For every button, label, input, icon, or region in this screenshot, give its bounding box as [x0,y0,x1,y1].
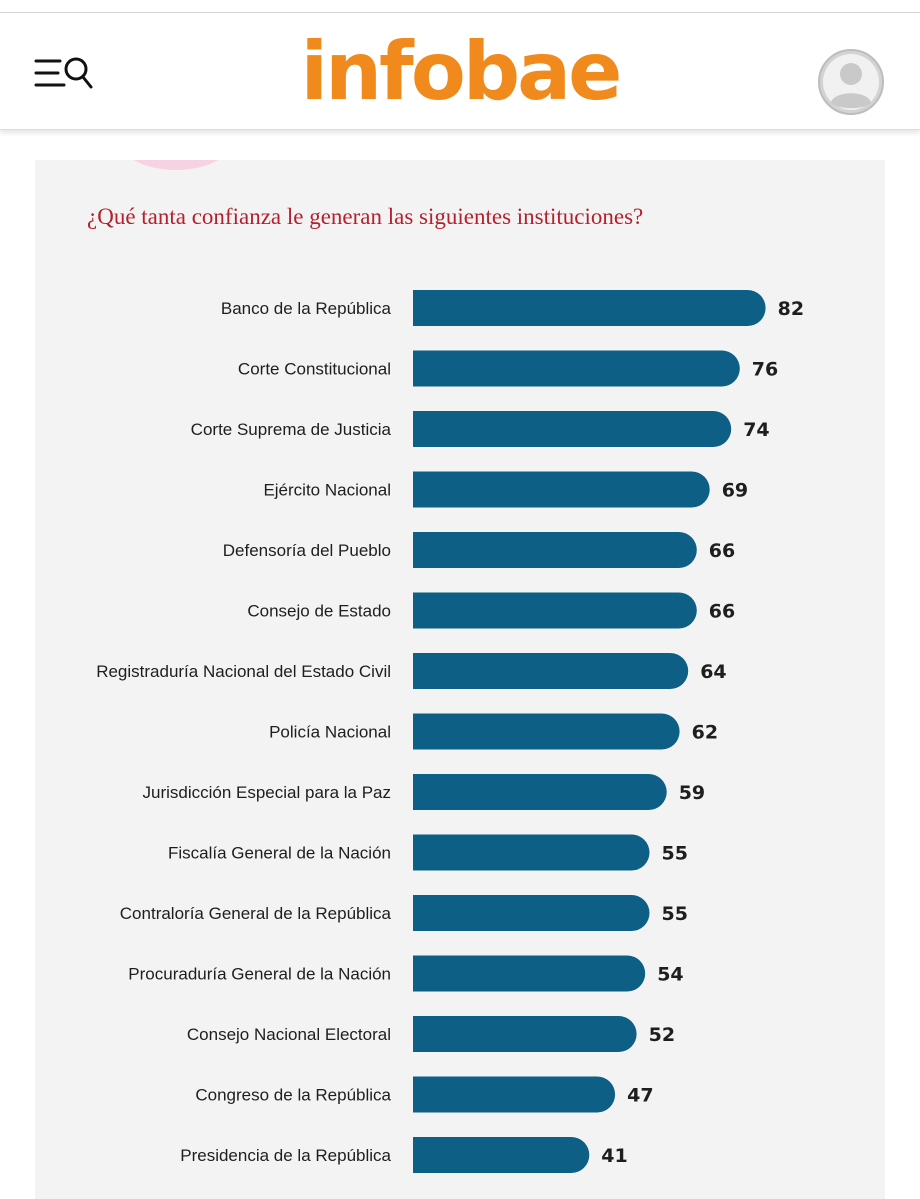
chart-title: ¿Qué tanta confianza le generan las sigu… [87,204,644,229]
bar [413,1016,637,1052]
bar [413,653,689,689]
bar [413,290,766,326]
value-label: 76 [752,359,778,381]
value-label: 55 [662,903,688,925]
value-label: 54 [657,964,683,986]
bar-row: Corte Constitucional 76 [238,350,778,387]
category-label: Corte Suprema de Justicia [191,420,392,439]
bar [413,1076,616,1113]
menu-search-button[interactable] [34,53,94,93]
value-label: 47 [627,1085,653,1107]
bar [413,471,710,508]
bar [413,834,650,871]
bar [413,1137,590,1173]
bar-row: Ejército Nacional 69 [263,471,748,508]
category-label: Registraduría Nacional del Estado Civil [96,662,391,681]
value-label: 62 [692,722,718,744]
bar-row: Banco de la República 82 [221,290,804,326]
category-label: Jurisdicción Especial para la Paz [142,783,391,802]
category-label: Presidencia de la República [180,1146,391,1165]
value-label: 55 [662,843,688,865]
category-label: Contraloría General de la República [120,904,392,923]
bar-chart: Banco de la República 82 Corte Constitucio… [96,290,804,1173]
bar [413,592,697,629]
bar [413,350,740,387]
user-avatar-icon [818,49,884,115]
site-logo[interactable]: infobae [300,25,623,118]
category-label: Ejército Nacional [263,481,391,500]
category-label: Corte Constitucional [238,360,391,379]
bar-row: Registraduría Nacional del Estado Civil 6… [96,653,727,689]
user-avatar-button[interactable] [817,48,885,116]
value-label: 41 [601,1145,627,1167]
category-label: Policía Nacional [269,723,391,742]
bar-row: Corte Suprema de Justicia 74 [191,411,770,447]
bar [413,955,646,992]
bar-row: Contraloría General de la República 55 [120,895,688,931]
bar [413,774,667,810]
value-label: 66 [709,540,735,562]
bar-row: Policía Nacional 62 [269,713,718,750]
bar-row: Fiscalía General de la Nación 55 [168,834,688,871]
category-label: Banco de la República [221,299,392,318]
value-label: 82 [778,298,804,320]
value-label: 74 [743,419,769,441]
bar [413,895,650,931]
value-label: 64 [700,661,726,683]
category-label: Consejo Nacional Electoral [187,1025,391,1044]
site-header: infobae [0,13,920,130]
bar [413,411,732,447]
chart-figure: ¿Qué tanta confianza le generan las sigu… [35,160,885,1199]
value-label: 66 [709,601,735,623]
bar-row: Defensoría del Pueblo 66 [223,532,735,568]
category-label: Congreso de la República [195,1086,391,1105]
bar-row: Consejo Nacional Electoral 52 [187,1016,675,1052]
bar-row: Consejo de Estado 66 [247,592,735,629]
bar [413,713,680,750]
bar-row: Congreso de la República 47 [195,1076,654,1113]
decorative-blob [121,160,231,170]
value-label: 52 [649,1024,675,1046]
category-label: Procuraduría General de la Nación [128,965,391,984]
bar-row: Presidencia de la República 41 [180,1137,628,1173]
bar-row: Procuraduría General de la Nación 54 [128,955,684,992]
value-label: 59 [679,782,705,804]
bar [413,532,697,568]
bar-row: Jurisdicción Especial para la Paz 59 [142,774,705,810]
category-label: Defensoría del Pueblo [223,541,391,560]
category-label: Consejo de Estado [247,602,391,621]
top-edge [0,0,920,13]
category-label: Fiscalía General de la Nación [168,844,391,863]
value-label: 69 [722,480,748,502]
menu-search-icon [34,57,93,89]
